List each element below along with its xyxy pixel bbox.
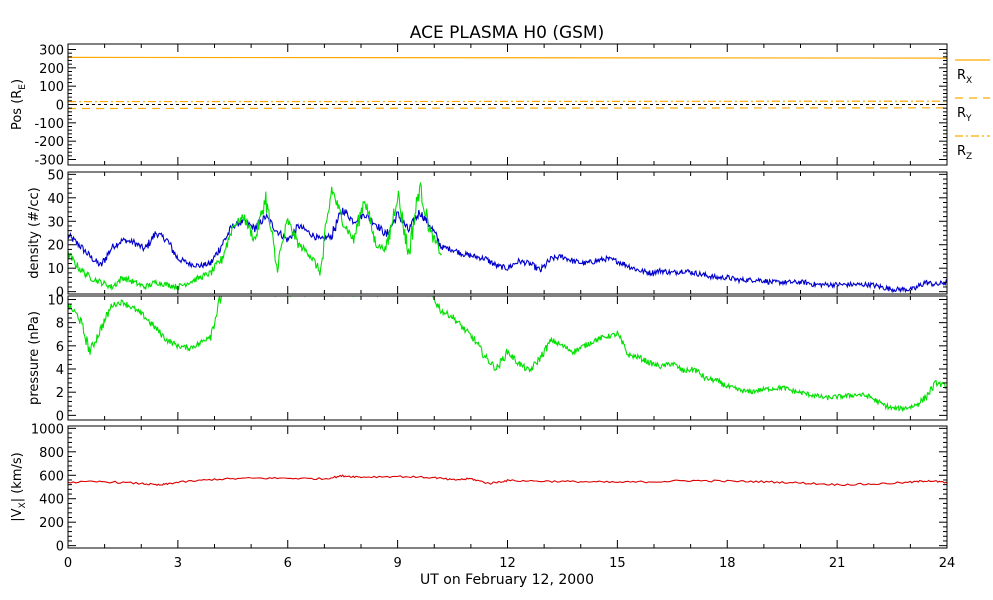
y-tick-label-density: 20 [47, 239, 64, 254]
y-tick-label-vx: 800 [39, 446, 64, 461]
series-line-pos-0 [68, 56, 947, 59]
series-group-pos [68, 56, 947, 110]
series-line-pos-1 [68, 107, 947, 110]
y-tick-label-pressure: 2 [56, 386, 64, 401]
x-tick-label: 0 [64, 556, 72, 571]
y-axis-label-pressure: pressure (nPa) [27, 311, 42, 405]
y-tick-label-pos: 100 [39, 80, 64, 95]
chart-title: ACE PLASMA H0 (GSM) [410, 23, 604, 43]
y-axis-label-tail: | (km/s) [10, 452, 25, 502]
panel-frame-density [67, 171, 948, 295]
y-tick-label-density: 50 [47, 168, 64, 183]
y-tick-label-pos: -200 [34, 135, 64, 150]
x-tick-label: 9 [393, 556, 401, 571]
y-axis-label-vx: |VX| (km/s) [10, 452, 28, 521]
y-axis-label-main: |V [10, 508, 25, 521]
y-tick-label-vx: 1000 [31, 422, 64, 437]
y-axis-label-density: density (#/cc) [27, 187, 42, 279]
series-group-pressure [68, 296, 947, 413]
series-line-density-0 [68, 207, 947, 294]
legend-label-1: RY [957, 106, 972, 124]
x-tick-label: 15 [609, 556, 626, 571]
x-tick-label: 3 [174, 556, 182, 571]
legend-label-sub: X [966, 76, 972, 86]
y-axis-label-sub: E [18, 84, 28, 90]
series-line-pressure-0 [68, 296, 947, 413]
legend-label-sub: Y [965, 114, 972, 124]
series-line-vx-0 [68, 474, 947, 487]
y-tick-label-vx: 600 [39, 469, 64, 484]
x-tick-label: 6 [284, 556, 292, 571]
panel-density: 0 10 20 30 40 50 density (#/cc) [27, 168, 948, 301]
x-tick-label: 24 [939, 556, 956, 571]
legend-label-0: RX [957, 68, 972, 86]
legend-label-2: RZ [957, 144, 972, 162]
panel-pressure: 0 2 4 6 8 10 pressure (nPa) [27, 293, 948, 424]
y-tick-label-density: 0 [56, 286, 64, 301]
y-axis-label-sub: X [18, 502, 28, 508]
x-tick-label: 12 [499, 556, 516, 571]
y-axis-label-main: Pos (R [10, 90, 25, 130]
y-tick-label-pos: 300 [39, 44, 64, 59]
legend-label-sub: Z [966, 152, 972, 162]
x-axis-label: UT on February 12, 2000 [420, 572, 594, 588]
y-tick-label-pressure: 10 [47, 293, 64, 308]
x-tick-label: 18 [719, 556, 736, 571]
y-tick-label-pos: -100 [34, 117, 64, 132]
y-tick-label-vx: 400 [39, 493, 64, 508]
series-group-vx [68, 474, 947, 487]
y-tick-label-density: 30 [47, 215, 64, 230]
legend-label-main: R [957, 144, 966, 159]
y-tick-label-pressure: 6 [56, 340, 64, 355]
y-tick-label-pos: 200 [39, 62, 64, 77]
legend-label-main: R [957, 68, 966, 83]
series-group-density [68, 181, 947, 294]
y-tick-label-vx: 0 [56, 540, 64, 555]
y-tick-label-pressure: 8 [56, 317, 64, 332]
panel-frame-pressure [67, 295, 948, 421]
x-tick-labels: 0 3 6 9 12 15 18 21 24 [64, 556, 955, 571]
y-tick-label-pressure: 4 [56, 363, 64, 378]
y-tick-label-pressure: 0 [56, 409, 64, 424]
y-tick-label-pos: -300 [34, 154, 64, 169]
series-line-density-1 [68, 181, 442, 291]
y-axis-label-pos: Pos (RE) [10, 79, 28, 130]
y-tick-label-density: 40 [47, 192, 64, 207]
y-tick-label-density: 10 [47, 262, 64, 277]
legend-label-main: R [957, 106, 966, 121]
x-tick-label: 21 [829, 556, 846, 571]
y-axis-label-tail: ) [10, 79, 25, 84]
y-tick-label-vx: 200 [39, 516, 64, 531]
panel-frame-vx [67, 425, 948, 549]
y-tick-label-pos: 0 [56, 99, 64, 114]
